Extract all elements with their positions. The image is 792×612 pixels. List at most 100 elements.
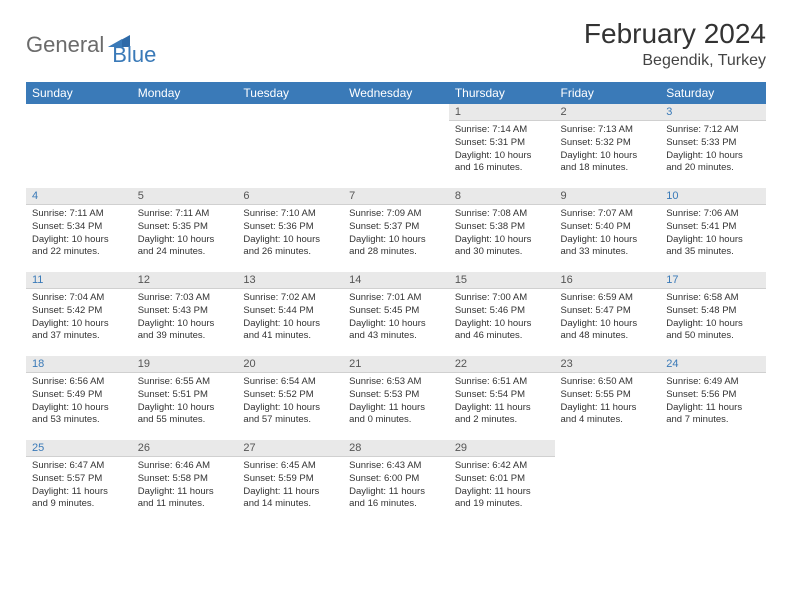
day-number: 1: [449, 104, 555, 121]
calendar-cell: 10Sunrise: 7:06 AMSunset: 5:41 PMDayligh…: [660, 188, 766, 272]
day-header: Wednesday: [343, 82, 449, 104]
daylight-text: Daylight: 11 hours and 9 minutes.: [32, 486, 126, 512]
daylight-text: Daylight: 11 hours and 4 minutes.: [561, 402, 655, 428]
day-number: 18: [26, 356, 132, 373]
sunset-text: Sunset: 5:47 PM: [561, 305, 655, 318]
calendar-cell: 8Sunrise: 7:08 AMSunset: 5:38 PMDaylight…: [449, 188, 555, 272]
day-number: 10: [660, 188, 766, 205]
daylight-text: Daylight: 10 hours and 57 minutes.: [243, 402, 337, 428]
daylight-text: Daylight: 10 hours and 50 minutes.: [666, 318, 760, 344]
day-number: 28: [343, 440, 449, 457]
day-header: Thursday: [449, 82, 555, 104]
calendar-cell: [343, 104, 449, 188]
sunrise-text: Sunrise: 6:54 AM: [243, 376, 337, 389]
day-details: Sunrise: 6:58 AMSunset: 5:48 PMDaylight:…: [660, 289, 766, 347]
sunset-text: Sunset: 5:46 PM: [455, 305, 549, 318]
day-header: Tuesday: [237, 82, 343, 104]
sunset-text: Sunset: 5:35 PM: [138, 221, 232, 234]
day-details: Sunrise: 7:06 AMSunset: 5:41 PMDaylight:…: [660, 205, 766, 263]
daylight-text: Daylight: 10 hours and 28 minutes.: [349, 234, 443, 260]
day-details: Sunrise: 7:02 AMSunset: 5:44 PMDaylight:…: [237, 289, 343, 347]
calendar-week-row: 18Sunrise: 6:56 AMSunset: 5:49 PMDayligh…: [26, 356, 766, 440]
daylight-text: Daylight: 10 hours and 30 minutes.: [455, 234, 549, 260]
sunset-text: Sunset: 5:58 PM: [138, 473, 232, 486]
daylight-text: Daylight: 10 hours and 35 minutes.: [666, 234, 760, 260]
logo: General Blue: [26, 22, 156, 68]
calendar-cell: 3Sunrise: 7:12 AMSunset: 5:33 PMDaylight…: [660, 104, 766, 188]
sunset-text: Sunset: 5:43 PM: [138, 305, 232, 318]
sunset-text: Sunset: 5:48 PM: [666, 305, 760, 318]
daylight-text: Daylight: 10 hours and 33 minutes.: [561, 234, 655, 260]
sunset-text: Sunset: 5:37 PM: [349, 221, 443, 234]
page-title: February 2024: [584, 18, 766, 50]
day-number: 2: [555, 104, 661, 121]
sunset-text: Sunset: 5:32 PM: [561, 137, 655, 150]
sunrise-text: Sunrise: 7:07 AM: [561, 208, 655, 221]
day-number: 20: [237, 356, 343, 373]
daylight-text: Daylight: 10 hours and 18 minutes.: [561, 150, 655, 176]
day-details: Sunrise: 7:08 AMSunset: 5:38 PMDaylight:…: [449, 205, 555, 263]
day-number: 27: [237, 440, 343, 457]
sunset-text: Sunset: 5:57 PM: [32, 473, 126, 486]
calendar-cell: 16Sunrise: 6:59 AMSunset: 5:47 PMDayligh…: [555, 272, 661, 356]
title-block: February 2024 Begendik, Turkey: [584, 18, 766, 70]
day-details: Sunrise: 7:10 AMSunset: 5:36 PMDaylight:…: [237, 205, 343, 263]
calendar-cell: 7Sunrise: 7:09 AMSunset: 5:37 PMDaylight…: [343, 188, 449, 272]
sunrise-text: Sunrise: 6:42 AM: [455, 460, 549, 473]
sunrise-text: Sunrise: 7:08 AM: [455, 208, 549, 221]
sunset-text: Sunset: 5:31 PM: [455, 137, 549, 150]
calendar-cell: 2Sunrise: 7:13 AMSunset: 5:32 PMDaylight…: [555, 104, 661, 188]
day-header: Monday: [132, 82, 238, 104]
sunrise-text: Sunrise: 7:06 AM: [666, 208, 760, 221]
calendar-cell: 12Sunrise: 7:03 AMSunset: 5:43 PMDayligh…: [132, 272, 238, 356]
sunset-text: Sunset: 5:36 PM: [243, 221, 337, 234]
day-number: 7: [343, 188, 449, 205]
calendar-cell: 14Sunrise: 7:01 AMSunset: 5:45 PMDayligh…: [343, 272, 449, 356]
day-number: 23: [555, 356, 661, 373]
daylight-text: Daylight: 11 hours and 0 minutes.: [349, 402, 443, 428]
day-number: 19: [132, 356, 238, 373]
day-number: 14: [343, 272, 449, 289]
day-number: 13: [237, 272, 343, 289]
day-number: 12: [132, 272, 238, 289]
daylight-text: Daylight: 10 hours and 37 minutes.: [32, 318, 126, 344]
daylight-text: Daylight: 10 hours and 48 minutes.: [561, 318, 655, 344]
day-details: Sunrise: 7:01 AMSunset: 5:45 PMDaylight:…: [343, 289, 449, 347]
calendar-cell: 29Sunrise: 6:42 AMSunset: 6:01 PMDayligh…: [449, 440, 555, 524]
calendar-week-row: 4Sunrise: 7:11 AMSunset: 5:34 PMDaylight…: [26, 188, 766, 272]
daylight-text: Daylight: 10 hours and 39 minutes.: [138, 318, 232, 344]
sunrise-text: Sunrise: 7:01 AM: [349, 292, 443, 305]
day-details: Sunrise: 6:59 AMSunset: 5:47 PMDaylight:…: [555, 289, 661, 347]
day-details: Sunrise: 6:47 AMSunset: 5:57 PMDaylight:…: [26, 457, 132, 515]
calendar-cell: 17Sunrise: 6:58 AMSunset: 5:48 PMDayligh…: [660, 272, 766, 356]
calendar-cell: 28Sunrise: 6:43 AMSunset: 6:00 PMDayligh…: [343, 440, 449, 524]
sunset-text: Sunset: 5:51 PM: [138, 389, 232, 402]
daylight-text: Daylight: 10 hours and 55 minutes.: [138, 402, 232, 428]
day-number: 8: [449, 188, 555, 205]
sunset-text: Sunset: 5:42 PM: [32, 305, 126, 318]
sunrise-text: Sunrise: 7:11 AM: [138, 208, 232, 221]
calendar-cell: 1Sunrise: 7:14 AMSunset: 5:31 PMDaylight…: [449, 104, 555, 188]
sunrise-text: Sunrise: 7:00 AM: [455, 292, 549, 305]
daylight-text: Daylight: 11 hours and 7 minutes.: [666, 402, 760, 428]
sunrise-text: Sunrise: 7:11 AM: [32, 208, 126, 221]
logo-word-1: General: [26, 32, 104, 58]
day-number: 25: [26, 440, 132, 457]
sunset-text: Sunset: 5:40 PM: [561, 221, 655, 234]
sunrise-text: Sunrise: 6:55 AM: [138, 376, 232, 389]
calendar-cell: 27Sunrise: 6:45 AMSunset: 5:59 PMDayligh…: [237, 440, 343, 524]
sunset-text: Sunset: 5:33 PM: [666, 137, 760, 150]
calendar-cell: [555, 440, 661, 524]
calendar-cell: 20Sunrise: 6:54 AMSunset: 5:52 PMDayligh…: [237, 356, 343, 440]
day-header: Friday: [555, 82, 661, 104]
sunrise-text: Sunrise: 7:02 AM: [243, 292, 337, 305]
daylight-text: Daylight: 10 hours and 26 minutes.: [243, 234, 337, 260]
sunset-text: Sunset: 6:01 PM: [455, 473, 549, 486]
daylight-text: Daylight: 11 hours and 2 minutes.: [455, 402, 549, 428]
day-details: Sunrise: 6:55 AMSunset: 5:51 PMDaylight:…: [132, 373, 238, 431]
day-details: Sunrise: 6:45 AMSunset: 5:59 PMDaylight:…: [237, 457, 343, 515]
calendar-cell: 23Sunrise: 6:50 AMSunset: 5:55 PMDayligh…: [555, 356, 661, 440]
calendar-cell: 4Sunrise: 7:11 AMSunset: 5:34 PMDaylight…: [26, 188, 132, 272]
calendar-cell: [132, 104, 238, 188]
day-details: Sunrise: 7:12 AMSunset: 5:33 PMDaylight:…: [660, 121, 766, 179]
